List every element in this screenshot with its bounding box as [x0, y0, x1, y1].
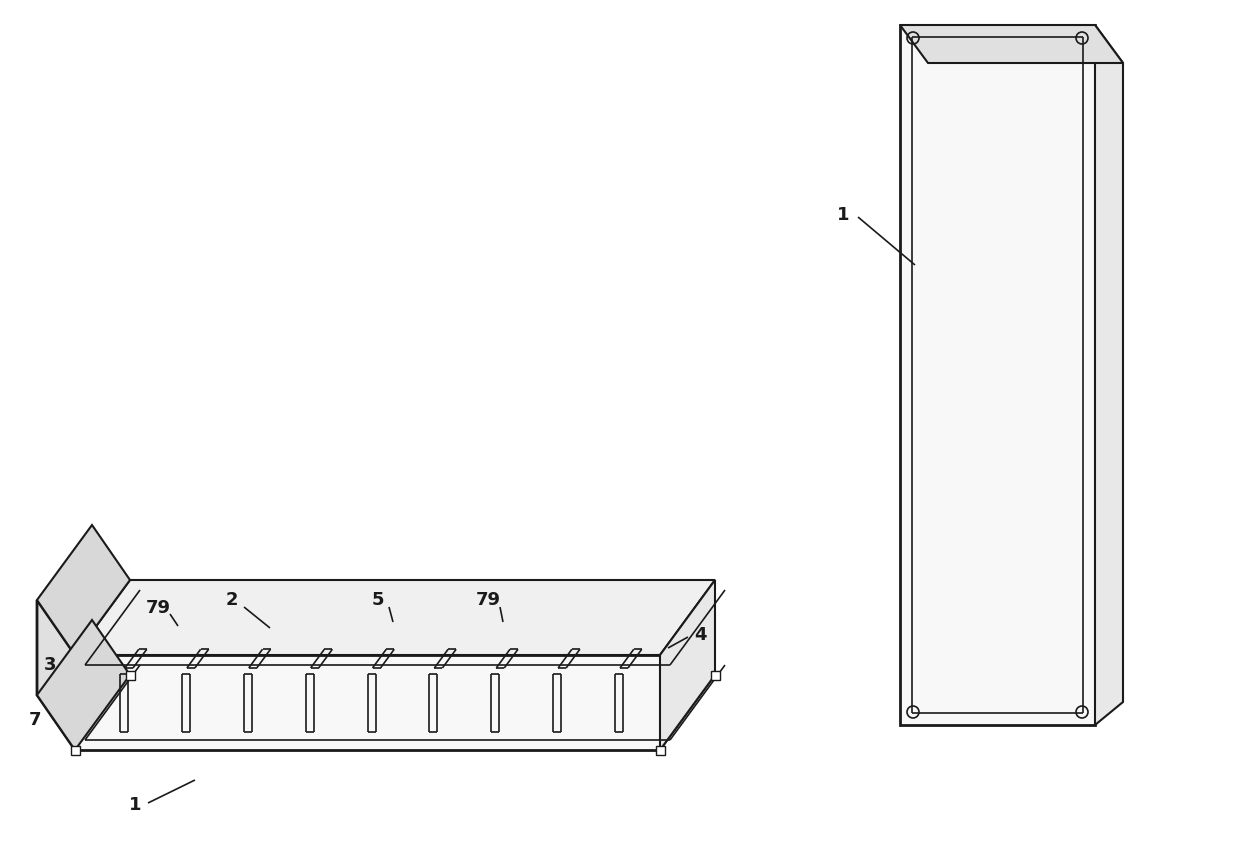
Text: 1: 1 [837, 206, 849, 224]
Polygon shape [74, 655, 660, 750]
Bar [711, 671, 720, 680]
Text: 79: 79 [145, 599, 171, 617]
Polygon shape [37, 600, 74, 750]
Polygon shape [74, 675, 715, 750]
Text: 3: 3 [43, 656, 56, 674]
Text: 5: 5 [372, 591, 384, 609]
Bar [71, 746, 81, 755]
Polygon shape [900, 25, 1123, 63]
Polygon shape [900, 25, 1095, 725]
Text: 4: 4 [693, 626, 707, 644]
Polygon shape [1095, 25, 1123, 725]
Text: 2: 2 [226, 591, 238, 609]
Text: 7: 7 [29, 711, 41, 729]
Polygon shape [74, 580, 715, 655]
Polygon shape [660, 580, 715, 750]
Bar [126, 671, 135, 680]
Text: 79: 79 [475, 591, 501, 609]
Polygon shape [37, 525, 130, 655]
Polygon shape [37, 620, 130, 750]
Text: 1: 1 [129, 796, 141, 814]
Bar [656, 746, 665, 755]
